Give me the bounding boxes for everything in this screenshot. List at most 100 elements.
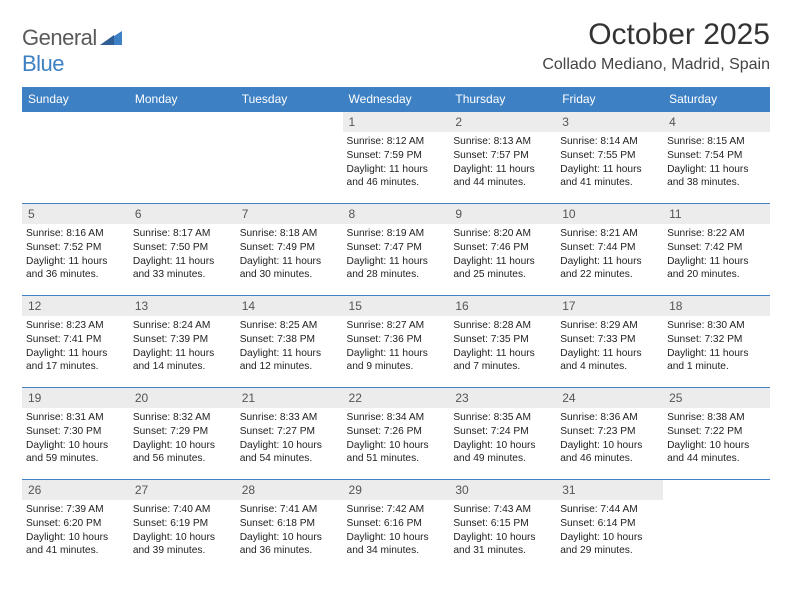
day-details: Sunrise: 8:29 AMSunset: 7:33 PMDaylight:… [556, 316, 663, 376]
day-details: Sunrise: 8:14 AMSunset: 7:55 PMDaylight:… [556, 132, 663, 192]
day-details: Sunrise: 8:15 AMSunset: 7:54 PMDaylight:… [663, 132, 770, 192]
sunset-text: Sunset: 7:54 PM [667, 149, 766, 163]
daylight-text: Daylight: 11 hours and 44 minutes. [453, 163, 552, 191]
daylight-text: Daylight: 11 hours and 28 minutes. [347, 255, 446, 283]
day-details: Sunrise: 7:42 AMSunset: 6:16 PMDaylight:… [343, 500, 450, 560]
calendar-cell: 12Sunrise: 8:23 AMSunset: 7:41 PMDayligh… [22, 296, 129, 388]
sunrise-text: Sunrise: 7:43 AM [453, 503, 552, 517]
day-details: Sunrise: 8:17 AMSunset: 7:50 PMDaylight:… [129, 224, 236, 284]
daylight-text: Daylight: 11 hours and 1 minute. [667, 347, 766, 375]
calendar-cell: 24Sunrise: 8:36 AMSunset: 7:23 PMDayligh… [556, 388, 663, 480]
calendar-cell: 2 Sunrise: 8:13 AMSunset: 7:57 PMDaylight… [449, 112, 556, 204]
sunrise-text: Sunrise: 8:21 AM [560, 227, 659, 241]
sunset-text: Sunset: 7:42 PM [667, 241, 766, 255]
calendar-cell: 21Sunrise: 8:33 AMSunset: 7:27 PMDayligh… [236, 388, 343, 480]
sunset-text: Sunset: 6:20 PM [26, 517, 125, 531]
daylight-text: Daylight: 10 hours and 31 minutes. [453, 531, 552, 559]
calendar-header-row: SundayMondayTuesdayWednesdayThursdayFrid… [22, 87, 770, 112]
daylight-text: Daylight: 10 hours and 34 minutes. [347, 531, 446, 559]
sunset-text: Sunset: 7:36 PM [347, 333, 446, 347]
day-details: Sunrise: 8:19 AMSunset: 7:47 PMDaylight:… [343, 224, 450, 284]
day-details: Sunrise: 8:21 AMSunset: 7:44 PMDaylight:… [556, 224, 663, 284]
calendar-cell: 27Sunrise: 7:40 AMSunset: 6:19 PMDayligh… [129, 480, 236, 572]
sunrise-text: Sunrise: 8:14 AM [560, 135, 659, 149]
sunrise-text: Sunrise: 8:31 AM [26, 411, 125, 425]
calendar-cell: 22Sunrise: 8:34 AMSunset: 7:26 PMDayligh… [343, 388, 450, 480]
sunset-text: Sunset: 7:52 PM [26, 241, 125, 255]
sunrise-text: Sunrise: 7:41 AM [240, 503, 339, 517]
calendar-cell: 26Sunrise: 7:39 AMSunset: 6:20 PMDayligh… [22, 480, 129, 572]
day-number: 23 [449, 388, 556, 408]
sunrise-text: Sunrise: 8:12 AM [347, 135, 446, 149]
day-header: Saturday [663, 87, 770, 112]
daylight-text: Daylight: 10 hours and 29 minutes. [560, 531, 659, 559]
day-details: Sunrise: 8:22 AMSunset: 7:42 PMDaylight:… [663, 224, 770, 284]
calendar-cell: 16Sunrise: 8:28 AMSunset: 7:35 PMDayligh… [449, 296, 556, 388]
daylight-text: Daylight: 11 hours and 4 minutes. [560, 347, 659, 375]
daylight-text: Daylight: 10 hours and 49 minutes. [453, 439, 552, 467]
daylight-text: Daylight: 10 hours and 59 minutes. [26, 439, 125, 467]
calendar-cell: 18Sunrise: 8:30 AMSunset: 7:32 PMDayligh… [663, 296, 770, 388]
title-block: October 2025 Collado Mediano, Madrid, Sp… [542, 18, 770, 74]
sunset-text: Sunset: 7:44 PM [560, 241, 659, 255]
sunset-text: Sunset: 7:57 PM [453, 149, 552, 163]
sunset-text: Sunset: 6:14 PM [560, 517, 659, 531]
day-number: 4 [663, 112, 770, 132]
sunset-text: Sunset: 7:46 PM [453, 241, 552, 255]
calendar-week: 5Sunrise: 8:16 AMSunset: 7:52 PMDaylight… [22, 204, 770, 296]
day-number: 6 [129, 204, 236, 224]
sunset-text: Sunset: 7:47 PM [347, 241, 446, 255]
day-details: Sunrise: 8:30 AMSunset: 7:32 PMDaylight:… [663, 316, 770, 376]
sunrise-text: Sunrise: 8:13 AM [453, 135, 552, 149]
daylight-text: Daylight: 11 hours and 14 minutes. [133, 347, 232, 375]
calendar-cell: 15Sunrise: 8:27 AMSunset: 7:36 PMDayligh… [343, 296, 450, 388]
day-number: 9 [449, 204, 556, 224]
sunset-text: Sunset: 7:38 PM [240, 333, 339, 347]
day-details: Sunrise: 8:35 AMSunset: 7:24 PMDaylight:… [449, 408, 556, 468]
sunrise-text: Sunrise: 8:25 AM [240, 319, 339, 333]
sunrise-text: Sunrise: 8:27 AM [347, 319, 446, 333]
calendar-cell: 29Sunrise: 7:42 AMSunset: 6:16 PMDayligh… [343, 480, 450, 572]
day-details: Sunrise: 7:43 AMSunset: 6:15 PMDaylight:… [449, 500, 556, 560]
calendar-week: 1Sunrise: 8:12 AMSunset: 7:59 PMDaylight… [22, 112, 770, 204]
daylight-text: Daylight: 11 hours and 17 minutes. [26, 347, 125, 375]
day-number: 3 [556, 112, 663, 132]
day-header: Tuesday [236, 87, 343, 112]
day-number: 7 [236, 204, 343, 224]
calendar-cell: 20Sunrise: 8:32 AMSunset: 7:29 PMDayligh… [129, 388, 236, 480]
sunrise-text: Sunrise: 7:44 AM [560, 503, 659, 517]
day-details: Sunrise: 8:24 AMSunset: 7:39 PMDaylight:… [129, 316, 236, 376]
day-number: 14 [236, 296, 343, 316]
daylight-text: Daylight: 11 hours and 7 minutes. [453, 347, 552, 375]
month-title: October 2025 [542, 18, 770, 52]
calendar-cell: 4Sunrise: 8:15 AMSunset: 7:54 PMDaylight… [663, 112, 770, 204]
daylight-text: Daylight: 10 hours and 56 minutes. [133, 439, 232, 467]
day-number: 18 [663, 296, 770, 316]
calendar-week: 26Sunrise: 7:39 AMSunset: 6:20 PMDayligh… [22, 480, 770, 572]
day-details: Sunrise: 8:25 AMSunset: 7:38 PMDaylight:… [236, 316, 343, 376]
day-header: Sunday [22, 87, 129, 112]
sunset-text: Sunset: 7:22 PM [667, 425, 766, 439]
sunrise-text: Sunrise: 7:42 AM [347, 503, 446, 517]
calendar-cell: 14Sunrise: 8:25 AMSunset: 7:38 PMDayligh… [236, 296, 343, 388]
day-details: Sunrise: 8:18 AMSunset: 7:49 PMDaylight:… [236, 224, 343, 284]
daylight-text: Daylight: 10 hours and 51 minutes. [347, 439, 446, 467]
sunset-text: Sunset: 6:15 PM [453, 517, 552, 531]
daylight-text: Daylight: 11 hours and 41 minutes. [560, 163, 659, 191]
day-number: 17 [556, 296, 663, 316]
day-number: 2 [449, 112, 556, 132]
daylight-text: Daylight: 10 hours and 46 minutes. [560, 439, 659, 467]
day-details: Sunrise: 8:38 AMSunset: 7:22 PMDaylight:… [663, 408, 770, 468]
sunrise-text: Sunrise: 8:38 AM [667, 411, 766, 425]
sunset-text: Sunset: 6:19 PM [133, 517, 232, 531]
day-header: Wednesday [343, 87, 450, 112]
sunset-text: Sunset: 7:39 PM [133, 333, 232, 347]
calendar-cell: 17Sunrise: 8:29 AMSunset: 7:33 PMDayligh… [556, 296, 663, 388]
daylight-text: Daylight: 11 hours and 30 minutes. [240, 255, 339, 283]
day-number: 28 [236, 480, 343, 500]
daylight-text: Daylight: 10 hours and 54 minutes. [240, 439, 339, 467]
calendar-body: 1Sunrise: 8:12 AMSunset: 7:59 PMDaylight… [22, 112, 770, 572]
daylight-text: Daylight: 10 hours and 44 minutes. [667, 439, 766, 467]
day-number: 16 [449, 296, 556, 316]
calendar-table: SundayMondayTuesdayWednesdayThursdayFrid… [22, 87, 770, 572]
